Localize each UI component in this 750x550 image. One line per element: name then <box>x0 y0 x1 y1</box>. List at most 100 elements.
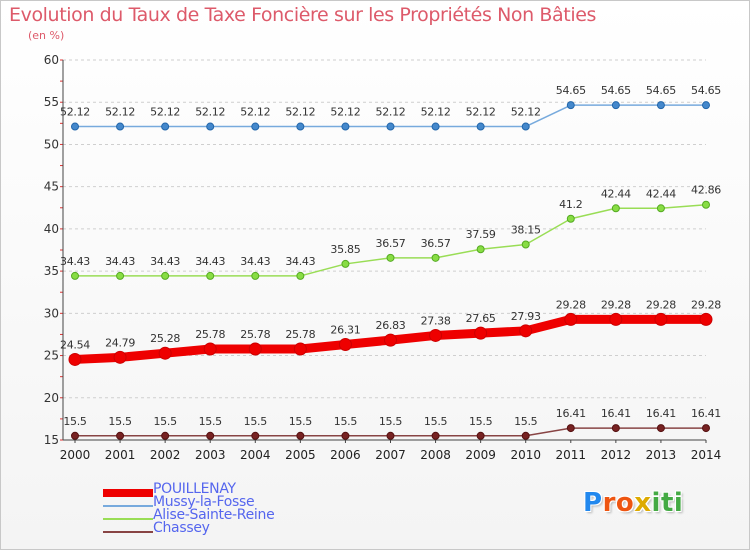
x-tick-label: 2009 <box>465 448 496 462</box>
data-point <box>521 431 530 440</box>
data-point <box>71 271 79 280</box>
data-label: 36.57 <box>421 237 451 250</box>
data-label: 52.12 <box>240 106 270 119</box>
y-tick-label: 15 <box>44 433 59 447</box>
x-tick-label: 2006 <box>330 448 361 462</box>
data-point <box>113 350 127 364</box>
data-point <box>702 424 710 433</box>
data-point <box>656 424 665 433</box>
y-tick-label: 45 <box>44 180 59 194</box>
logo-letter: o <box>615 488 635 518</box>
chart-title: Evolution du Taux de Taxe Foncière sur l… <box>9 4 597 26</box>
x-tick-label: 2004 <box>240 448 271 462</box>
data-label: 52.12 <box>195 106 225 119</box>
data-label: 15.5 <box>424 415 448 428</box>
data-label: 15.5 <box>289 415 313 428</box>
data-point <box>429 328 443 342</box>
data-label: 54.65 <box>601 84 631 97</box>
logo-letter: P <box>583 488 603 518</box>
legend-swatch <box>103 489 153 497</box>
data-label: 15.5 <box>469 415 493 428</box>
data-point <box>251 431 260 440</box>
data-label: 15.5 <box>514 415 538 428</box>
y-tick-label: 50 <box>44 137 59 151</box>
data-point <box>251 271 260 280</box>
data-label: 27.65 <box>466 312 496 325</box>
legend-label: Alise-Sainte-Reine <box>153 507 275 523</box>
x-tick-label: 2012 <box>601 448 632 462</box>
x-tick-label: 2003 <box>195 448 226 462</box>
data-point <box>293 342 307 356</box>
legend-item: Mussy-la-Fosse <box>103 494 343 511</box>
y-tick-label: 30 <box>44 306 59 320</box>
data-label: 54.65 <box>646 84 676 97</box>
data-point <box>341 259 350 268</box>
logo-letter: t <box>660 488 674 518</box>
legend-swatch <box>103 518 153 520</box>
data-label: 15.5 <box>379 415 403 428</box>
data-label: 29.28 <box>691 298 721 311</box>
x-tick-label: 2008 <box>420 448 451 462</box>
data-point <box>386 122 395 131</box>
legend-item: Chassey <box>103 520 343 537</box>
data-point <box>476 245 485 254</box>
data-point <box>702 101 710 110</box>
y-tick-label: 35 <box>44 264 59 278</box>
legend-swatch <box>103 505 153 507</box>
data-point <box>116 271 125 280</box>
proxiti-logo: Proxiti <box>583 488 683 518</box>
data-point <box>206 431 215 440</box>
data-point <box>476 122 485 131</box>
data-point <box>248 342 262 356</box>
logo-letter: r <box>602 488 616 518</box>
data-label: 34.43 <box>60 255 90 268</box>
data-point <box>654 312 668 326</box>
logo-letter: i <box>651 488 661 518</box>
data-label: 25.28 <box>150 332 180 345</box>
x-tick-label: 2005 <box>285 448 316 462</box>
data-label: 27.93 <box>511 310 541 323</box>
data-point <box>386 431 395 440</box>
data-label: 37.59 <box>466 228 496 241</box>
data-label: 52.12 <box>511 106 541 119</box>
data-point <box>431 431 440 440</box>
data-point <box>386 253 395 262</box>
data-point <box>656 204 665 213</box>
y-tick-label: 40 <box>44 222 59 236</box>
data-label: 15.5 <box>153 415 177 428</box>
data-label: 15.5 <box>244 415 268 428</box>
data-point <box>611 424 620 433</box>
data-label: 52.12 <box>150 106 180 119</box>
legend-label: Mussy-la-Fosse <box>153 494 255 510</box>
data-point <box>566 101 575 110</box>
y-unit-label: (en %) <box>28 29 65 42</box>
data-point <box>116 122 125 131</box>
data-point <box>296 122 305 131</box>
data-label: 24.54 <box>60 338 90 351</box>
x-tick-label: 2001 <box>105 448 136 462</box>
data-label: 42.44 <box>646 187 676 200</box>
data-label: 52.12 <box>421 106 451 119</box>
data-label: 16.41 <box>556 407 586 420</box>
data-point <box>476 431 485 440</box>
data-label: 16.41 <box>601 407 631 420</box>
data-point <box>609 312 623 326</box>
data-label: 52.12 <box>285 106 315 119</box>
data-label: 29.28 <box>556 298 586 311</box>
data-label: 15.5 <box>63 415 87 428</box>
data-point <box>656 101 665 110</box>
data-point <box>161 431 170 440</box>
data-label: 52.12 <box>466 106 496 119</box>
data-label: 25.78 <box>240 328 270 341</box>
data-label: 38.15 <box>511 224 541 237</box>
data-label: 25.78 <box>285 328 315 341</box>
data-point <box>203 342 217 356</box>
y-tick-label: 60 <box>44 53 59 67</box>
data-label: 29.28 <box>601 298 631 311</box>
data-label: 15.5 <box>199 415 223 428</box>
x-tick-label: 2002 <box>150 448 181 462</box>
data-label: 24.79 <box>105 336 135 349</box>
legend-item: Alise-Sainte-Reine <box>103 507 343 524</box>
